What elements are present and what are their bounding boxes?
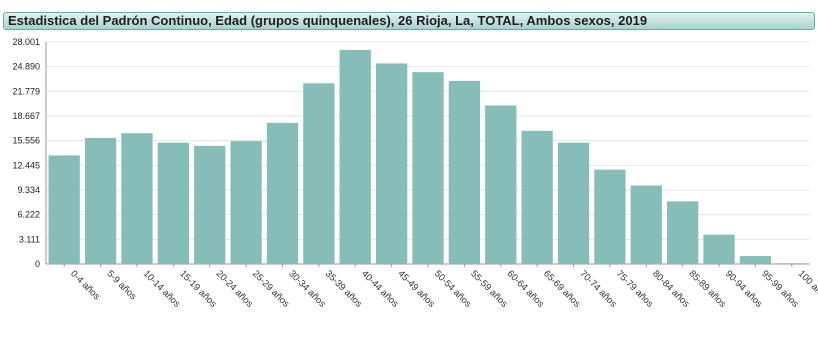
bar xyxy=(412,72,444,264)
bar xyxy=(230,141,262,264)
x-tick-label: 95-99 años xyxy=(759,268,801,310)
x-tick-label: 50-54 años xyxy=(432,268,474,310)
x-tick-label: 70-74 años xyxy=(577,268,619,310)
bar xyxy=(739,256,772,264)
bar xyxy=(48,155,80,264)
bar xyxy=(339,49,371,264)
x-tick-label: 75-79 años xyxy=(614,268,656,310)
bar xyxy=(594,169,626,264)
bar xyxy=(630,185,662,264)
bar xyxy=(121,133,153,264)
chart-title: Estadistica del Padrón Continuo, Edad (g… xyxy=(8,13,648,28)
x-tick-label: 60-64 años xyxy=(505,268,547,310)
x-tick-label: 10-14 años xyxy=(141,268,183,310)
x-tick-label: 30-34 años xyxy=(286,268,328,310)
bar xyxy=(194,145,226,264)
bar xyxy=(557,142,590,264)
bar xyxy=(157,142,189,264)
y-tick-label: 15.556 xyxy=(12,136,40,146)
bar xyxy=(703,234,735,264)
y-tick-label: 6.222 xyxy=(17,210,40,220)
y-tick-label: 21.779 xyxy=(12,86,40,96)
x-tick-label: 20-24 años xyxy=(214,268,256,310)
bar xyxy=(448,80,481,265)
x-tick-label: 65-69 años xyxy=(541,268,583,310)
y-tick-label: 18.667 xyxy=(12,111,40,121)
y-tick-label: 3.111 xyxy=(19,234,40,244)
y-tick-label: 12.445 xyxy=(12,160,40,170)
y-tick-label: 24.890 xyxy=(12,62,40,72)
x-tick-label: 80-84 años xyxy=(650,268,692,310)
bar xyxy=(375,63,408,264)
x-tick-label: 55-59 años xyxy=(468,268,510,310)
x-tick-label: 5-9 años xyxy=(104,268,138,302)
bar xyxy=(776,263,808,264)
y-tick-label: 0 xyxy=(35,259,40,269)
bar xyxy=(521,130,553,264)
x-tick-label: 35-39 años xyxy=(323,268,365,310)
y-tick-label: 9.334 xyxy=(17,185,40,195)
x-tick-label: 90-94 años xyxy=(723,268,765,310)
x-tick-label: 85-89 años xyxy=(687,268,729,310)
x-tick-label: 100 años y más xyxy=(796,268,818,323)
x-tick-label: 45-49 años xyxy=(395,268,437,310)
y-tick-label: 28.001 xyxy=(12,37,40,47)
chart-title-bar: Estadistica del Padrón Continuo, Edad (g… xyxy=(3,12,815,30)
x-tick-label: 0-4 años xyxy=(68,268,102,302)
bar xyxy=(84,137,117,264)
bar xyxy=(667,201,699,264)
x-tick-label: 40-44 años xyxy=(359,268,401,310)
bar xyxy=(303,83,335,265)
x-tick-label: 15-19 años xyxy=(177,268,219,310)
bar xyxy=(485,105,517,264)
bar xyxy=(266,122,299,264)
x-tick-label: 25-29 años xyxy=(250,268,292,310)
